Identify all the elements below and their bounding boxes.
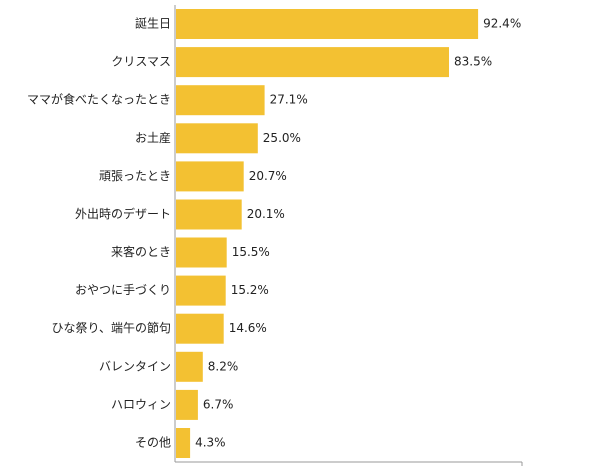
value-label: 20.7%: [249, 169, 287, 183]
category-label: お土産: [135, 130, 171, 145]
category-label: その他: [135, 436, 171, 450]
bar: [176, 237, 227, 268]
category-label: 誕生日: [135, 17, 171, 31]
value-label: 4.3%: [195, 436, 226, 450]
value-label: 83.5%: [454, 55, 492, 69]
category-label: おやつに手づくり: [75, 283, 171, 297]
value-label: 15.5%: [232, 245, 270, 259]
category-label: 来客のとき: [111, 244, 171, 259]
category-label: ハロウィン: [111, 397, 171, 411]
value-label: 92.4%: [483, 17, 521, 31]
bar: [176, 85, 265, 116]
bar: [176, 47, 449, 78]
category-label: ひな祭り、端午の節句: [51, 320, 171, 335]
category-label: クリスマス: [111, 55, 171, 69]
category-label: 頑張ったとき: [99, 169, 171, 183]
value-label: 6.7%: [203, 397, 234, 411]
value-label: 15.2%: [231, 283, 269, 297]
bar: [176, 275, 226, 306]
bar: [176, 161, 244, 192]
bar: [176, 9, 479, 39]
value-label: 20.1%: [247, 207, 285, 221]
bar: [176, 313, 224, 344]
value-label: 8.2%: [208, 359, 239, 373]
bar: [176, 351, 203, 382]
bar: [176, 389, 198, 420]
category-label: ママが食べたくなったとき: [27, 92, 171, 107]
category-label: バレンタイン: [99, 359, 171, 373]
bar: [176, 123, 258, 154]
value-label: 14.6%: [229, 321, 267, 335]
value-label: 25.0%: [263, 131, 301, 145]
category-label: 外出時のデザート: [75, 206, 171, 221]
value-label: 27.1%: [270, 93, 308, 107]
bar: [176, 199, 242, 230]
bar: [176, 428, 191, 458]
